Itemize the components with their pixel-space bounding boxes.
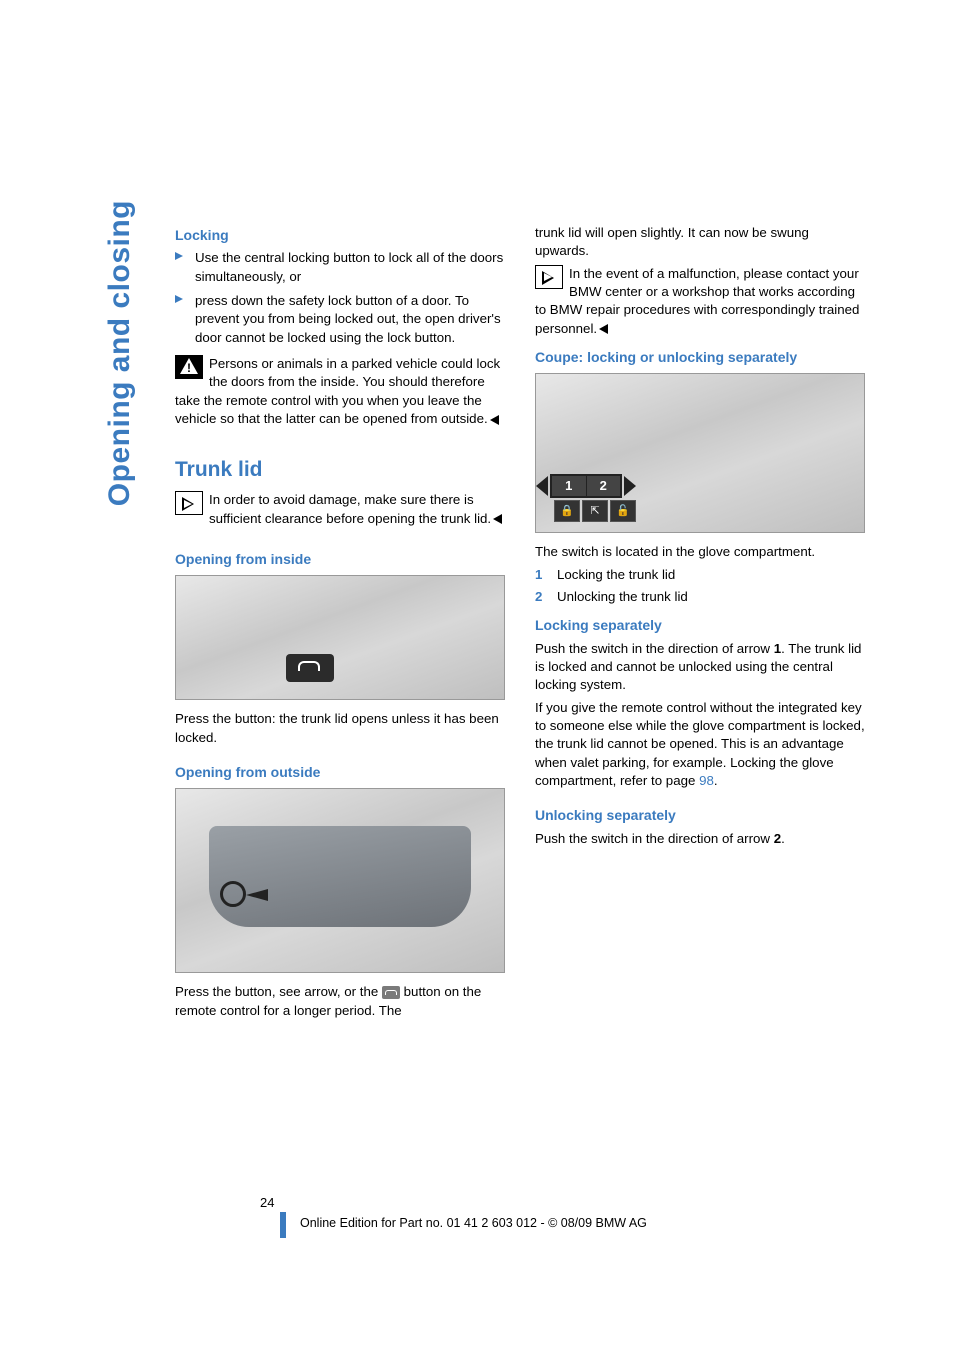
note-text: In the event of a malfunction, please co… [535,266,859,336]
unlock-sep-para: Push the switch in the direction of arro… [535,830,865,848]
list-item: 2 Unlocking the trunk lid [535,588,865,606]
item-text: Locking the trunk lid [557,567,675,582]
switch-buttons: 🔒 ⇱ 🔓 [554,500,636,522]
note-icon [175,491,203,515]
list-item: Use the central locking button to lock a… [175,249,505,286]
bullet-text: press down the safety lock button of a d… [195,293,501,345]
item-text: Unlocking the trunk lid [557,589,688,604]
open-outside-text: Press the button, see arrow, or the butt… [175,983,505,1020]
bold-number: 2 [774,831,781,846]
arrow-left-icon [536,476,548,496]
switch-num-2: 2 [587,476,621,496]
heading-trunk-lid: Trunk lid [175,456,505,485]
heading-coupe-lock: Coupe: locking or unlocking separately [535,348,865,367]
page-number: 24 [260,1195,274,1210]
switch-labels: 1 2 [550,474,622,498]
figure-open-inside [175,575,505,700]
note-text: In order to avoid damage, make sure ther… [209,492,491,525]
lock-sep-para2: If you give the remote control without t… [535,699,865,791]
footer-text: Online Edition for Part no. 01 41 2 603 … [300,1216,647,1230]
section-tab: Opening and closing [103,0,137,200]
warning-text: Persons or animals in a parked vehicle c… [175,356,500,426]
note-block: In order to avoid damage, make sure ther… [175,491,505,528]
heading-unlock-separately: Unlocking separately [535,806,865,825]
trunk-remote-icon [382,986,400,999]
bullet-text: Use the central locking button to lock a… [195,250,503,283]
figure-glove-switch: 1 2 🔒 ⇱ 🔓 [535,373,865,533]
page-accent-bar [280,1212,286,1238]
end-mark-icon [599,324,608,334]
continuation-text: trunk lid will open slightly. It can now… [535,224,865,261]
text-part: Push the switch in the direction of arro… [535,831,774,846]
left-column: Locking Use the central locking button t… [175,224,505,1024]
end-mark-icon [490,415,499,425]
note-block: In the event of a malfunction, please co… [535,265,865,338]
text-part: Press the button, see arrow, or the [175,984,382,999]
lock-sep-para1: Push the switch in the direction of arro… [535,640,865,695]
heading-locking: Locking [175,226,505,245]
section-tab-label: Opening and closing [103,200,137,506]
arrow-right-icon [624,476,636,496]
list-item: 1 Locking the trunk lid [535,566,865,584]
open-inside-text: Press the button: the trunk lid opens un… [175,710,505,747]
heading-lock-separately: Locking separately [535,616,865,635]
page-content: Locking Use the central locking button t… [175,224,865,1024]
list-item: press down the safety lock button of a d… [175,292,505,347]
end-mark-icon [493,514,502,524]
switch-location-text: The switch is located in the glove compa… [535,543,865,561]
heading-open-inside: Opening from inside [175,550,505,569]
triangle-bullet-icon [175,252,183,260]
trunk-icon: ⇱ [582,500,608,522]
warning-block: Persons or animals in a parked vehicle c… [175,355,505,428]
page-link[interactable]: 98 [699,773,714,788]
triangle-bullet-icon [175,295,183,303]
heading-open-outside: Opening from outside [175,763,505,782]
text-part: Push the switch in the direction of arro… [535,641,774,656]
switch-num-1: 1 [552,476,587,496]
item-number: 2 [535,588,542,606]
switch-items: 1 Locking the trunk lid 2 Unlocking the tr… [535,566,865,607]
warning-icon [175,355,203,379]
lock-icon: 🔒 [554,500,580,522]
locking-bullets: Use the central locking button to lock a… [175,249,505,347]
figure-open-outside [175,788,505,973]
item-number: 1 [535,566,542,584]
right-column: trunk lid will open slightly. It can now… [535,224,865,1024]
note-icon [535,265,563,289]
unlock-icon: 🔓 [610,500,636,522]
